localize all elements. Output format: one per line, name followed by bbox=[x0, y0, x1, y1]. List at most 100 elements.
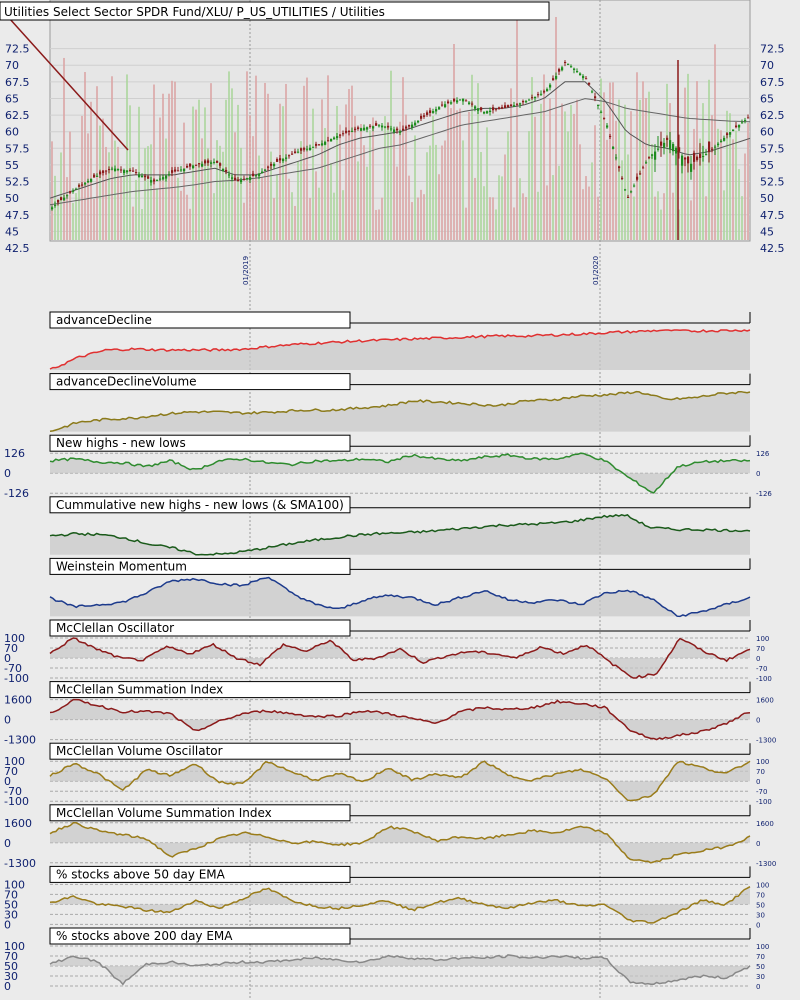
candle-body bbox=[216, 160, 219, 163]
price-y-tick-right: 72.5 bbox=[760, 43, 785, 56]
candle-body bbox=[429, 110, 432, 113]
candle-body bbox=[498, 107, 501, 110]
candle-body bbox=[231, 177, 234, 179]
candle-body bbox=[246, 178, 249, 180]
candle-body bbox=[384, 126, 387, 128]
candle-body bbox=[186, 165, 189, 168]
panel-fill bbox=[50, 699, 750, 740]
panel-tick-right: 0 bbox=[756, 717, 760, 725]
candle-body bbox=[705, 154, 708, 156]
candle-body bbox=[708, 141, 711, 153]
volume-bar bbox=[453, 44, 455, 240]
volume-bar bbox=[264, 82, 266, 240]
panel-title: New highs - new lows bbox=[56, 436, 186, 450]
candle-body bbox=[345, 130, 348, 133]
candle-body bbox=[180, 169, 183, 171]
panel-tick-left: -126 bbox=[4, 487, 29, 500]
volume-bar bbox=[201, 138, 203, 240]
price-y-tick-left: 47.5 bbox=[5, 209, 30, 222]
panel-tick-right: 100 bbox=[756, 943, 769, 951]
volume-bar bbox=[90, 101, 92, 240]
candle-body bbox=[687, 156, 690, 164]
price-y-tick-left: 65 bbox=[5, 92, 19, 105]
volume-bar bbox=[72, 202, 74, 240]
panel-series-line bbox=[49, 576, 751, 618]
volume-bar bbox=[528, 131, 530, 240]
volume-bar bbox=[231, 88, 233, 240]
candle-body bbox=[522, 101, 525, 103]
panel-tick-right: -1300 bbox=[756, 737, 776, 745]
panel-tick-left: 30 bbox=[4, 908, 18, 921]
volume-bar bbox=[114, 140, 116, 240]
volume-bar bbox=[744, 153, 746, 240]
candle-body bbox=[282, 158, 285, 162]
volume-bar bbox=[570, 104, 572, 240]
volume-bar bbox=[588, 186, 590, 240]
volume-bar bbox=[303, 85, 305, 240]
candle-body bbox=[78, 185, 81, 187]
volume-bar bbox=[243, 202, 245, 240]
volume-bar bbox=[564, 111, 566, 240]
volume-bar bbox=[219, 145, 221, 240]
volume-bar bbox=[711, 115, 713, 240]
candle-body bbox=[405, 126, 408, 129]
volume-bar bbox=[330, 163, 332, 240]
candle-body bbox=[207, 160, 210, 163]
candle-body bbox=[597, 104, 600, 106]
volume-bar bbox=[672, 192, 674, 240]
volume-bar bbox=[216, 140, 218, 240]
panel-fill bbox=[50, 822, 750, 863]
candle-body bbox=[297, 151, 300, 153]
candle-body bbox=[645, 162, 648, 164]
candle-body bbox=[279, 158, 282, 161]
candle-body bbox=[726, 133, 729, 135]
volume-bar bbox=[552, 175, 554, 240]
volume-bar bbox=[699, 138, 701, 240]
candle-body bbox=[171, 170, 174, 173]
price-x-tick: 01/2019 bbox=[242, 256, 250, 285]
panel-tick-right: 50 bbox=[756, 901, 765, 909]
price-y-tick-right: 67.5 bbox=[760, 76, 785, 89]
volume-bar bbox=[741, 196, 743, 240]
candle-body bbox=[642, 167, 645, 169]
panel-tick-right: 30 bbox=[756, 973, 765, 981]
volume-bar bbox=[255, 75, 257, 240]
volume-bar bbox=[666, 83, 668, 240]
volume-bar bbox=[426, 152, 428, 240]
candle-body bbox=[315, 143, 318, 146]
volume-bar bbox=[153, 84, 155, 240]
volume-bar bbox=[132, 206, 134, 240]
volume-bar bbox=[387, 126, 389, 240]
candle-body bbox=[639, 173, 642, 175]
volume-bar bbox=[123, 172, 125, 240]
volume-bar bbox=[120, 176, 122, 240]
candle-body bbox=[744, 119, 747, 121]
volume-bar bbox=[237, 104, 239, 240]
volume-bar bbox=[165, 138, 167, 240]
candle-body bbox=[465, 100, 468, 102]
candle-body bbox=[732, 129, 735, 132]
volume-bar bbox=[150, 144, 152, 240]
candle-body bbox=[600, 111, 603, 113]
candle-body bbox=[423, 115, 426, 117]
candle-body bbox=[459, 99, 462, 101]
panel-title-box bbox=[49, 373, 351, 391]
candle-body bbox=[156, 180, 159, 182]
volume-bar bbox=[648, 91, 650, 240]
volume-bar bbox=[105, 146, 107, 240]
panel-title-box bbox=[49, 496, 351, 514]
volume-bar bbox=[345, 104, 347, 240]
volume-bar bbox=[372, 117, 374, 240]
panel-series-line bbox=[49, 390, 751, 433]
volume-bar bbox=[423, 194, 425, 240]
volume-bar bbox=[540, 103, 542, 240]
candle-body bbox=[564, 61, 567, 63]
candle-body bbox=[108, 168, 111, 171]
panel-title-box bbox=[49, 681, 351, 699]
panel-tick-right: 100 bbox=[756, 881, 769, 889]
volume-bar bbox=[705, 196, 707, 240]
volume-bar bbox=[288, 178, 290, 240]
candle-body bbox=[285, 157, 288, 159]
